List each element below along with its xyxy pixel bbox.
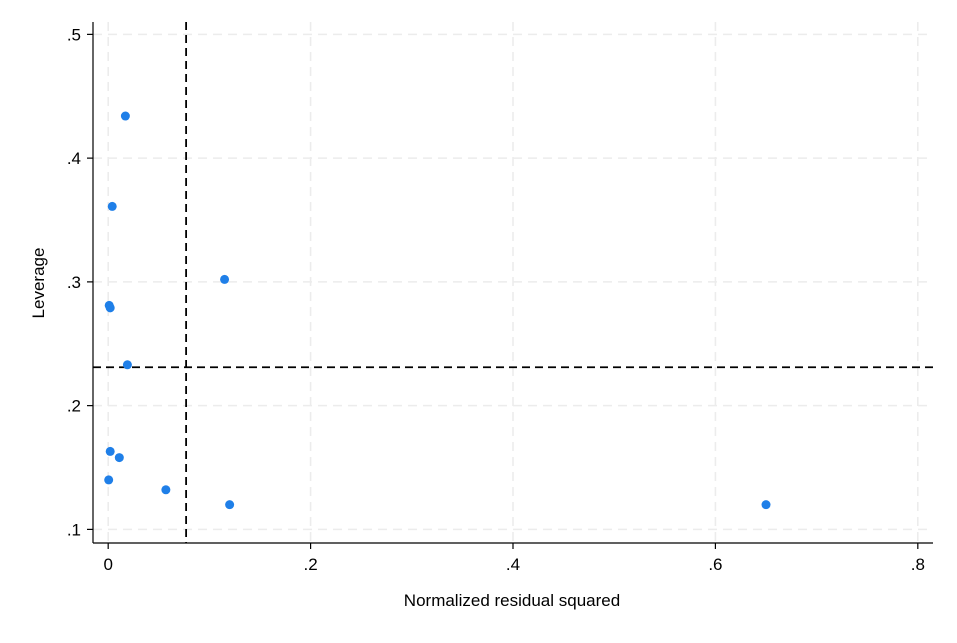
data-point-1 [107,201,117,211]
data-point-11 [761,500,771,510]
y-tick-label-1: .2 [67,397,81,416]
data-point-8 [104,475,114,485]
x-tick-label-0: 0 [103,555,112,574]
x-axis-title: Normalized residual squared [404,591,620,610]
y-tick-label-2: .3 [67,273,81,292]
grid [93,22,933,543]
y-tick-label-3: .4 [67,149,81,168]
x-tick-label-3: .6 [708,555,722,574]
axes: 0 .2 .4 .6 .8 .1 .2 .3 .4 .5 [67,22,933,574]
y-tick-label-0: .1 [67,520,81,539]
data-point-10 [225,500,235,510]
y-tick-label-4: .5 [67,25,81,44]
x-tick-label-2: .4 [506,555,520,574]
data-point-2 [220,274,230,284]
data-point-4 [105,303,115,313]
x-tick-label-4: .8 [911,555,925,574]
reference-lines [93,22,933,543]
data-point-5 [122,360,132,370]
y-axis-title: Leverage [29,248,48,319]
data-point-6 [105,446,115,456]
x-tick-label-1: .2 [303,555,317,574]
data-point-9 [161,485,171,495]
data-point-0 [120,111,130,121]
data-points [104,111,771,510]
data-point-7 [114,453,124,463]
